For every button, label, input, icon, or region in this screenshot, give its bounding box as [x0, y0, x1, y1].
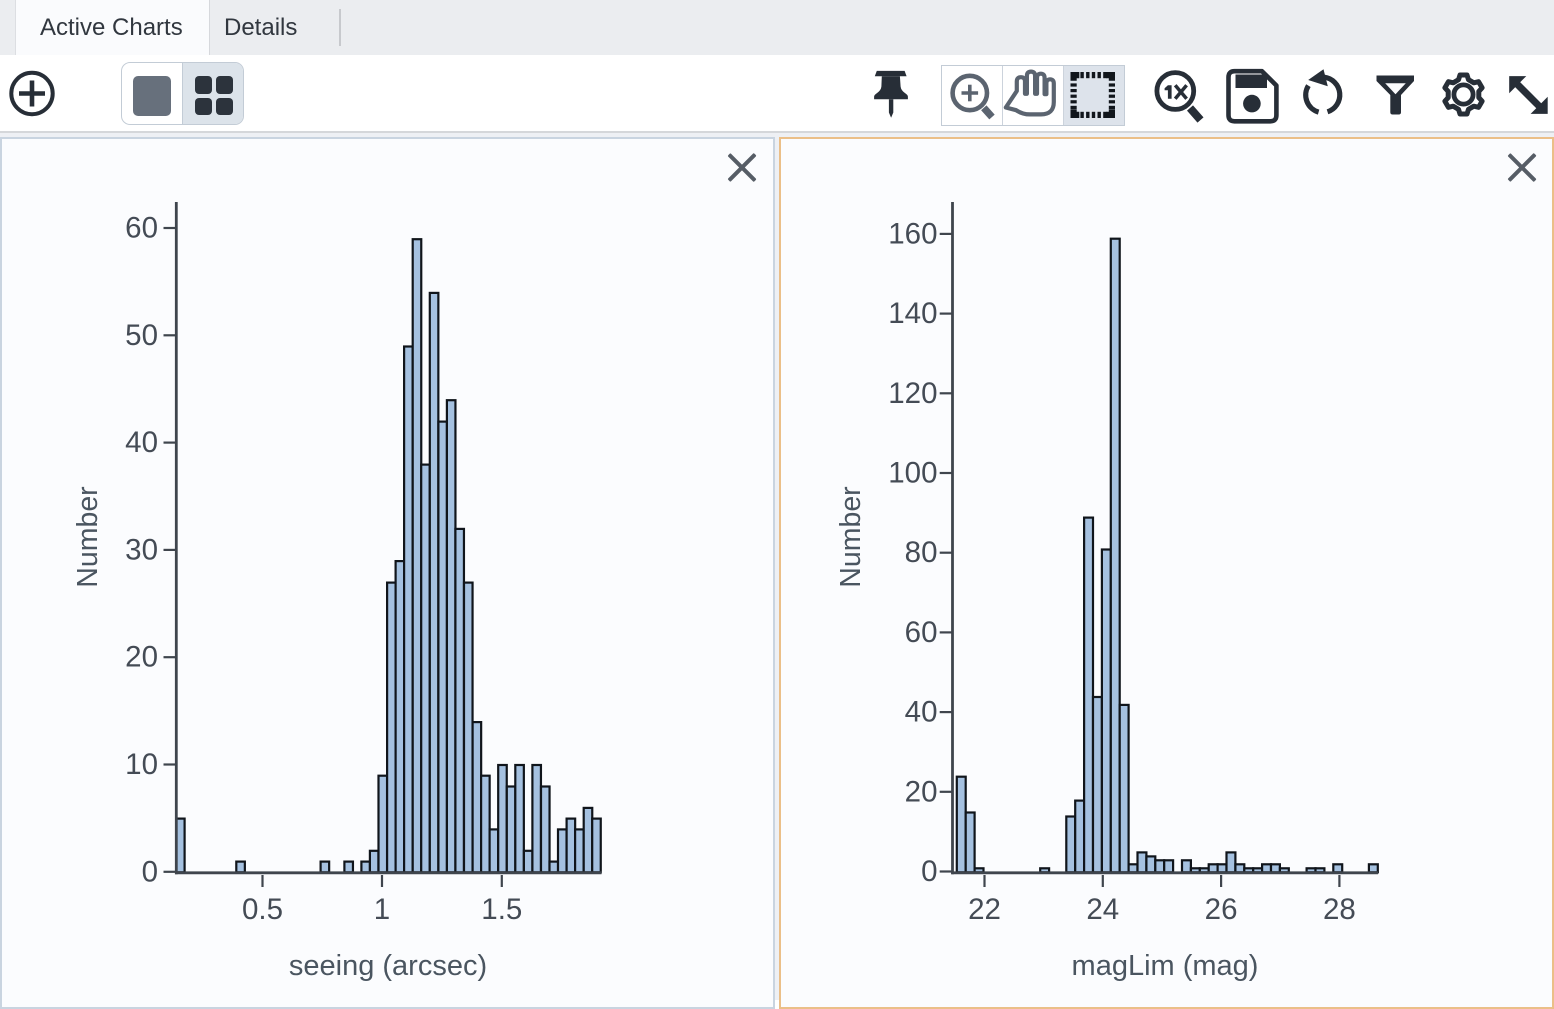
svg-text:24: 24 [1086, 893, 1119, 926]
svg-text:10: 10 [125, 748, 158, 781]
svg-text:1.5: 1.5 [481, 893, 522, 926]
svg-text:20: 20 [905, 775, 938, 808]
svg-text:40: 40 [125, 426, 158, 459]
svg-text:0: 0 [142, 855, 158, 888]
svg-text:140: 140 [888, 297, 937, 330]
svg-text:50: 50 [125, 319, 158, 352]
svg-text:Number: Number [72, 486, 104, 588]
svg-text:60: 60 [905, 616, 938, 649]
svg-text:0: 0 [921, 855, 937, 888]
svg-text:28: 28 [1323, 893, 1356, 926]
svg-text:60: 60 [125, 212, 158, 245]
svg-text:20: 20 [125, 641, 158, 674]
svg-text:0.5: 0.5 [242, 893, 283, 926]
svg-text:26: 26 [1205, 893, 1238, 926]
svg-text:100: 100 [888, 457, 937, 490]
svg-text:seeing (arcsec): seeing (arcsec) [289, 950, 487, 982]
svg-text:80: 80 [905, 536, 938, 569]
svg-text:40: 40 [905, 696, 938, 729]
svg-text:120: 120 [888, 377, 937, 410]
svg-text:magLim (mag): magLim (mag) [1072, 950, 1259, 982]
svg-text:160: 160 [888, 217, 937, 250]
svg-text:22: 22 [968, 893, 1001, 926]
svg-text:30: 30 [125, 533, 158, 566]
svg-text:Number: Number [835, 486, 867, 588]
svg-text:1: 1 [374, 893, 390, 926]
